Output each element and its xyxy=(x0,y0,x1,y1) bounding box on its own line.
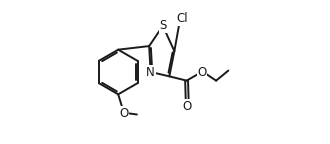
Text: N: N xyxy=(146,66,155,78)
Text: O: O xyxy=(183,100,192,113)
Text: O: O xyxy=(119,107,129,120)
Text: O: O xyxy=(197,66,206,78)
Text: S: S xyxy=(159,19,167,32)
Text: Cl: Cl xyxy=(177,12,188,25)
